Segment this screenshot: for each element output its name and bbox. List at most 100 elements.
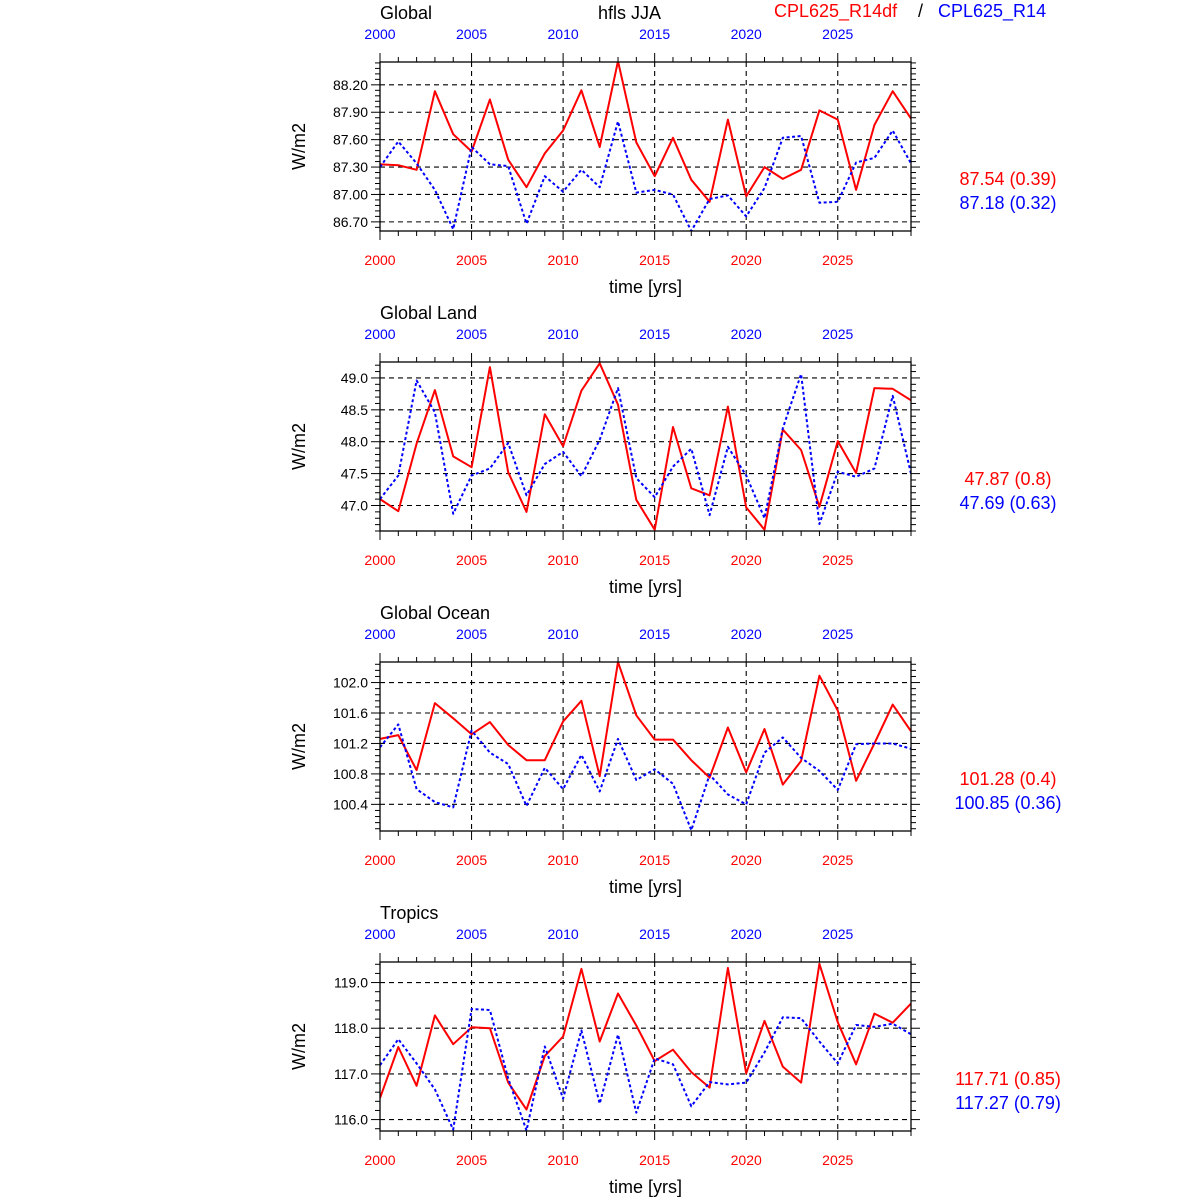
x-tick-label-bottom: 2005 bbox=[456, 852, 487, 868]
x-tick-label-bottom: 2020 bbox=[731, 552, 762, 568]
x-tick-label-bottom: 2015 bbox=[639, 1152, 670, 1168]
x-tick-label-bottom: 2010 bbox=[548, 1152, 579, 1168]
x-tick-label-bottom: 2025 bbox=[822, 852, 853, 868]
y-tick-label: 47.5 bbox=[341, 466, 368, 482]
x-tick-label-top: 2005 bbox=[456, 926, 487, 942]
x-tick-label-top: 2020 bbox=[731, 26, 762, 42]
x-tick-label-bottom: 2020 bbox=[731, 1152, 762, 1168]
y-tick-label: 87.60 bbox=[333, 132, 368, 148]
y-tick-label: 87.90 bbox=[333, 104, 368, 120]
x-tick-label-bottom: 2020 bbox=[731, 852, 762, 868]
panels: Global 86.70 87.00 87.30 87.60 87.90 88.20 2000… bbox=[289, 3, 1062, 1197]
x-axis-label: time [yrs] bbox=[609, 877, 682, 897]
y-tick-label: 48.0 bbox=[341, 434, 368, 450]
series-stat-run-b: 87.18 (0.32) bbox=[959, 193, 1056, 213]
grid bbox=[380, 662, 911, 831]
series-stat-run-b: 47.69 (0.63) bbox=[959, 493, 1056, 513]
y-tick-label: 47.0 bbox=[341, 497, 368, 513]
x-tick-label-top: 2000 bbox=[364, 26, 395, 42]
x-tick-label-bottom: 2020 bbox=[731, 252, 762, 268]
x-tick-label-top: 2015 bbox=[639, 26, 670, 42]
x-tick-label-bottom: 2000 bbox=[364, 852, 395, 868]
ticks bbox=[371, 353, 920, 540]
x-tick-label-top: 2010 bbox=[548, 326, 579, 342]
series-line-run-a bbox=[380, 662, 911, 786]
x-tick-label-top: 2005 bbox=[456, 326, 487, 342]
y-tick-label: 100.8 bbox=[333, 766, 368, 782]
series-line-run-b bbox=[380, 723, 911, 831]
x-tick-label-top: 2015 bbox=[639, 326, 670, 342]
variable-title: hfls JJA bbox=[598, 3, 661, 23]
run-a-legend: CPL625_R14df bbox=[774, 1, 898, 22]
y-tick-label: 87.00 bbox=[333, 186, 368, 202]
y-tick-label: 86.70 bbox=[333, 214, 368, 230]
y-tick-label: 101.2 bbox=[333, 735, 368, 751]
x-tick-label-top: 2010 bbox=[548, 926, 579, 942]
panel-global: Global 86.70 87.00 87.30 87.60 87.90 88.20 2000… bbox=[289, 3, 1057, 297]
panel-global-ocean: Global Ocean 100.4 100.8 101.2 101.6 102.0 200… bbox=[289, 603, 1062, 897]
grid bbox=[380, 362, 911, 531]
plot-frame bbox=[379, 61, 912, 232]
y-tick-label: 88.20 bbox=[333, 77, 368, 93]
y-tick-label: 102.0 bbox=[333, 675, 368, 691]
y-tick-label: 119.0 bbox=[334, 975, 368, 991]
x-tick-label-top: 2010 bbox=[548, 626, 579, 642]
series-line-run-b bbox=[380, 373, 911, 525]
x-tick-label-bottom: 2000 bbox=[364, 252, 395, 268]
figure-header: hfls JJA CPL625_R14df / CPL625_R14 bbox=[598, 1, 1046, 23]
ticks bbox=[371, 953, 920, 1140]
x-tick-label-top: 2025 bbox=[822, 926, 853, 942]
y-tick-label: 87.30 bbox=[333, 159, 368, 175]
x-tick-label-bottom: 2015 bbox=[639, 552, 670, 568]
x-tick-label-bottom: 2025 bbox=[822, 552, 853, 568]
panel-global-land: Global Land 47.0 47.5 48.0 48.5 49.0 2000 2000 2… bbox=[289, 303, 1057, 597]
y-tick-label: 48.5 bbox=[341, 402, 368, 418]
x-tick-label-bottom: 2015 bbox=[639, 852, 670, 868]
panel-title: Tropics bbox=[380, 903, 438, 923]
y-tick-label: 116.0 bbox=[334, 1112, 368, 1128]
series-stat-run-b: 117.27 (0.79) bbox=[955, 1093, 1061, 1113]
series-stat-run-b: 100.85 (0.36) bbox=[954, 793, 1061, 813]
series-stat-run-a: 101.28 (0.4) bbox=[959, 769, 1056, 789]
run-b-legend: CPL625_R14 bbox=[938, 1, 1046, 22]
x-tick-label-bottom: 2025 bbox=[822, 252, 853, 268]
x-tick-label-top: 2000 bbox=[364, 326, 395, 342]
x-tick-label-bottom: 2005 bbox=[456, 552, 487, 568]
x-tick-label-top: 2015 bbox=[639, 926, 670, 942]
x-tick-label-top: 2015 bbox=[639, 626, 670, 642]
grid bbox=[380, 62, 911, 231]
ticks bbox=[371, 653, 920, 840]
grid bbox=[380, 962, 911, 1131]
y-tick-label: 117.0 bbox=[334, 1066, 368, 1082]
x-axis-label: time [yrs] bbox=[609, 1177, 682, 1197]
x-tick-label-top: 2010 bbox=[548, 26, 579, 42]
y-tick-label: 118.0 bbox=[334, 1020, 368, 1036]
panel-title: Global Land bbox=[380, 303, 477, 323]
x-tick-label-bottom: 2025 bbox=[822, 1152, 853, 1168]
x-tick-label-bottom: 2010 bbox=[548, 852, 579, 868]
x-tick-label-bottom: 2005 bbox=[456, 1152, 487, 1168]
series-stat-run-a: 117.71 (0.85) bbox=[955, 1069, 1061, 1089]
series-stat-run-a: 87.54 (0.39) bbox=[959, 169, 1056, 189]
y-axis-label: W/m2 bbox=[289, 1023, 309, 1070]
legend-separator: / bbox=[918, 1, 923, 21]
y-tick-label: 101.6 bbox=[333, 705, 368, 721]
y-axis-label: W/m2 bbox=[289, 423, 309, 470]
x-tick-label-bottom: 2000 bbox=[364, 552, 395, 568]
y-axis-label: W/m2 bbox=[289, 123, 309, 170]
plot-frame bbox=[379, 361, 912, 532]
ticks bbox=[371, 53, 920, 240]
plot-frame bbox=[379, 661, 912, 832]
x-tick-label-bottom: 2005 bbox=[456, 252, 487, 268]
x-tick-label-top: 2000 bbox=[364, 926, 395, 942]
x-tick-label-top: 2025 bbox=[822, 326, 853, 342]
x-tick-label-top: 2000 bbox=[364, 626, 395, 642]
series-stat-run-a: 47.87 (0.8) bbox=[964, 469, 1051, 489]
x-tick-label-bottom: 2000 bbox=[364, 1152, 395, 1168]
panel-tropics: Tropics 116.0 117.0 118.0 119.0 2000 2000 2005 2… bbox=[289, 903, 1061, 1197]
x-tick-label-top: 2020 bbox=[731, 326, 762, 342]
x-tick-label-top: 2025 bbox=[822, 26, 853, 42]
x-tick-label-top: 2025 bbox=[822, 626, 853, 642]
x-tick-label-top: 2020 bbox=[731, 626, 762, 642]
x-axis-label: time [yrs] bbox=[609, 577, 682, 597]
